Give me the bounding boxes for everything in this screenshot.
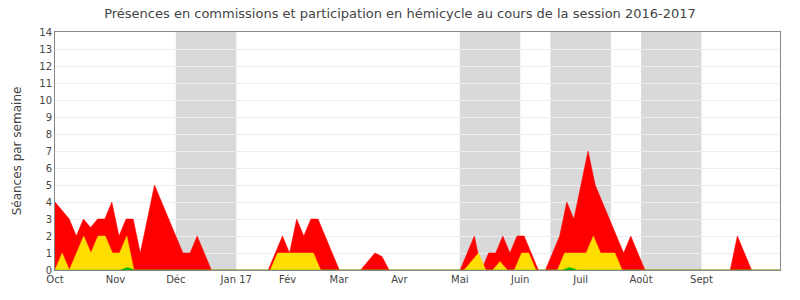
svg-text:Séances par semaine: Séances par semaine <box>10 87 24 216</box>
svg-text:Nov: Nov <box>106 274 126 285</box>
svg-text:4: 4 <box>46 197 52 208</box>
svg-text:Fév: Fév <box>279 274 296 285</box>
svg-text:7: 7 <box>46 146 52 157</box>
svg-text:12: 12 <box>39 61 52 72</box>
svg-text:Jan 17: Jan 17 <box>220 274 252 285</box>
svg-text:Mai: Mai <box>451 274 469 285</box>
svg-text:Juil: Juil <box>572 274 588 285</box>
svg-text:Oct: Oct <box>46 274 63 285</box>
svg-text:13: 13 <box>39 44 52 55</box>
svg-text:3: 3 <box>46 214 52 225</box>
svg-text:Août: Août <box>630 274 653 285</box>
svg-text:8: 8 <box>46 129 52 140</box>
svg-text:Déc: Déc <box>166 274 185 285</box>
svg-text:14: 14 <box>39 27 52 38</box>
svg-text:2: 2 <box>46 231 52 242</box>
svg-text:5: 5 <box>46 180 52 191</box>
svg-text:1: 1 <box>46 248 52 259</box>
svg-text:9: 9 <box>46 112 52 123</box>
svg-text:Présences en commissions et pa: Présences en commissions et participatio… <box>104 6 696 21</box>
svg-text:10: 10 <box>39 95 52 106</box>
svg-text:6: 6 <box>46 163 52 174</box>
svg-text:Mar: Mar <box>330 274 350 285</box>
svg-text:Sept: Sept <box>690 274 713 285</box>
svg-text:0: 0 <box>46 265 52 276</box>
svg-text:Avr: Avr <box>391 274 408 285</box>
svg-text:Juin: Juin <box>510 274 529 285</box>
svg-text:11: 11 <box>39 78 52 89</box>
